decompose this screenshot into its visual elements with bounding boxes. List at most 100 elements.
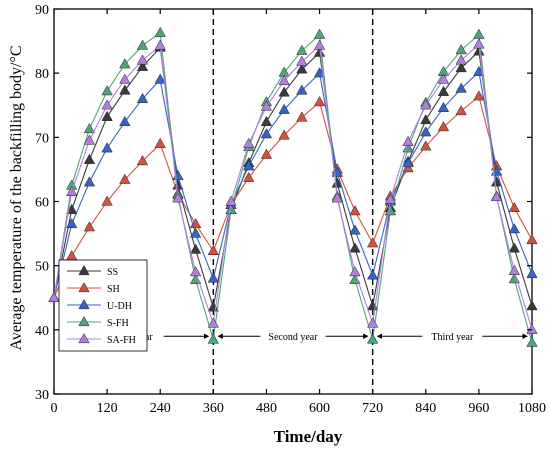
data-point-sh [296,111,308,122]
data-point-sa-fh [384,193,397,204]
data-point-sa-fh [119,73,131,84]
data-point-ss [260,115,273,127]
data-point-sa-fh [260,100,273,111]
data-point-u-dh [66,217,78,229]
data-point-sh [473,90,485,101]
data-point-ss [83,153,96,164]
data-point-sh [278,129,290,140]
data-point-sh [207,244,219,256]
data-point-u-dh [154,73,166,84]
data-point-sa-fh [349,266,361,277]
legend-marker-s-fh [78,315,90,327]
data-point-u-dh [526,267,538,279]
data-point-sa-fh [225,195,237,206]
data-point-sh [420,140,432,151]
data-point-u-dh [402,156,414,168]
series-line-s-fh [53,31,533,343]
data-point-u-dh [83,176,96,187]
data-point-u-dh [349,224,361,235]
data-point-sa-fh [473,38,485,49]
data-point-sa-fh [331,192,343,203]
series-sh [48,90,538,302]
data-point-u-dh [437,101,450,112]
x-tick-label: 720 [362,401,383,416]
x-tick-label: 360 [203,401,224,416]
data-point-s-fh [119,58,131,69]
data-point-ss [420,113,432,125]
data-point-u-dh [508,223,520,234]
data-point-sa-fh [278,74,290,85]
data-point-sh [243,171,255,182]
x-tick-label: 120 [97,401,118,416]
x-axis-title: Time/day [274,427,343,446]
data-point-s-fh [313,28,326,39]
data-point-sa-fh [490,190,503,202]
year-dividers [212,9,374,394]
data-point-u-dh [136,92,149,103]
data-point-u-dh [367,269,379,280]
data-point-s-fh [455,44,467,55]
data-point-ss [437,85,450,96]
legend-label-sh: SH [107,284,120,295]
data-point-s-fh [101,85,113,96]
legend-label-ss: SS [107,267,118,278]
data-point-sa-fh [243,137,255,148]
data-point-sa-fh [83,134,96,145]
data-point-u-dh [207,272,219,283]
series-layer [48,26,538,347]
x-tick-label: 240 [150,401,171,416]
series-line-u-dh [53,70,533,298]
y-tick-label: 90 [35,3,49,18]
data-point-sa-fh [296,55,308,66]
data-point-s-fh [136,39,149,50]
data-point-sa-fh [66,185,78,196]
data-point-sh [367,237,379,248]
data-point-sa-fh [420,99,432,110]
data-point-s-fh [207,333,219,344]
data-point-ss [119,84,131,95]
data-point-sh [101,195,113,206]
data-point-u-dh [296,84,308,95]
x-tick-label: 840 [415,401,436,416]
series-line-sh [53,95,533,299]
data-point-sh [154,137,166,148]
data-point-ss [526,300,538,311]
data-point-sa-fh [526,323,538,334]
data-point-sh [349,205,361,216]
data-point-s-fh [296,44,308,55]
legend-marker-u-dh [78,298,90,310]
data-point-u-dh [243,160,255,171]
legend-label-s-fh: S-FH [107,318,129,329]
data-point-sh [526,233,538,245]
data-point-u-dh [260,128,273,139]
y-tick-label: 50 [35,260,49,275]
data-point-sa-fh [101,99,113,110]
data-point-sh [136,155,149,166]
data-point-s-fh [526,336,538,347]
legend-label-sa-fh: SA-FH [107,335,136,346]
data-point-s-fh [154,26,166,37]
x-tick-label: 600 [309,401,330,416]
legend-marker-sa-fh [78,332,90,344]
data-point-ss [278,86,290,97]
y-tick-label: 40 [35,324,49,339]
data-point-ss [136,60,149,71]
data-point-ss [455,62,467,73]
y-tick-label: 30 [35,388,49,403]
data-point-sh [508,201,520,213]
data-point-u-dh [420,126,432,137]
data-point-sh [313,96,326,107]
data-point-sh [437,121,450,132]
data-point-sh [119,173,131,184]
data-point-u-dh [455,82,467,93]
data-point-sh [66,250,78,261]
data-point-ss [101,110,113,121]
data-point-sa-fh [437,73,450,84]
year-label-text: Third year [431,332,474,343]
data-point-s-fh [384,205,397,216]
x-tick-label: 480 [256,401,277,416]
data-point-ss [189,243,202,254]
data-point-sa-fh [48,291,60,302]
x-tick-label: 1080 [518,401,546,416]
